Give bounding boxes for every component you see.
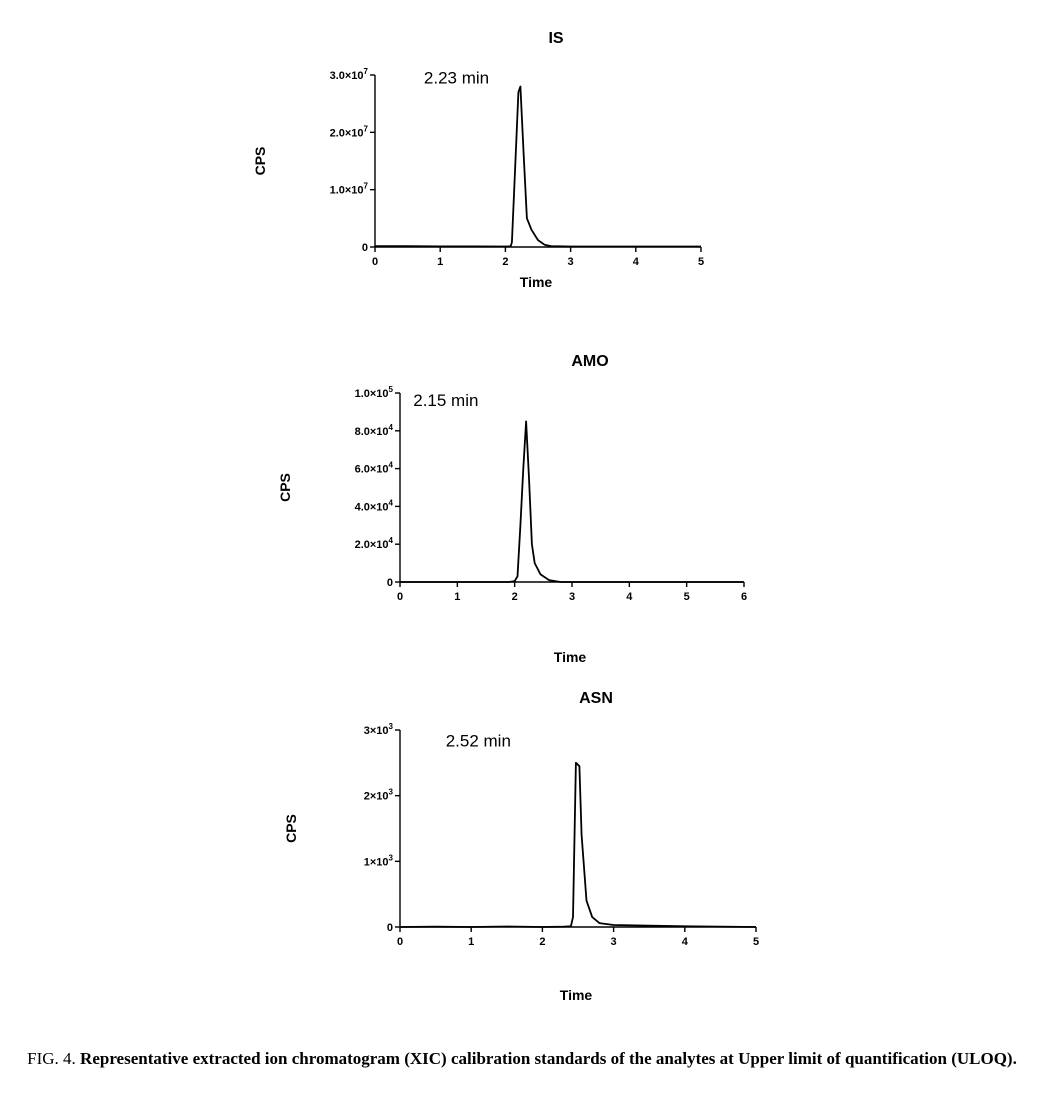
chart-2-x-tick-label: 3 xyxy=(611,936,617,948)
chart-2-y-tick-exponent: 3 xyxy=(389,853,394,862)
chart-1-y-tick-mantissa: 6.0×10 xyxy=(355,464,389,476)
chart-1-y-tick-mantissa: 0 xyxy=(387,577,393,589)
chart-2-y-tick-exponent: 3 xyxy=(389,722,394,731)
chart-1-x-tick-label: 6 xyxy=(741,591,747,603)
chart-0-x-tick-label: 2 xyxy=(502,256,508,268)
chart-2-y-tick-mantissa: 3×10 xyxy=(364,725,389,737)
chart-0-x-axis-label: Time xyxy=(520,274,553,290)
chart-0-x-tick-label: 1 xyxy=(437,256,443,268)
chart-1-y-tick-label: 0 xyxy=(387,577,393,589)
chart-1-y-tick-label: 6.0×104 xyxy=(355,461,394,476)
chart-2-x-tick-label: 1 xyxy=(468,936,474,948)
figure-caption-text: Representative extracted ion chromatogra… xyxy=(80,1049,1017,1068)
chart-2-y-tick-mantissa: 2×10 xyxy=(364,791,389,803)
chart-1-x-tick-label: 4 xyxy=(626,591,633,603)
chart-2-y-tick-label: 0 xyxy=(387,922,393,934)
chart-0-title: IS xyxy=(548,30,563,47)
chart-1-y-tick-label: 2.0×104 xyxy=(355,536,394,551)
chart-2-x-tick-label: 5 xyxy=(753,936,759,948)
chart-1-x-tick-label: 0 xyxy=(397,591,403,603)
chart-0-y-tick-label: 0 xyxy=(362,242,368,254)
chart-1-x-tick-label: 3 xyxy=(569,591,575,603)
chart-1-y-tick-exponent: 4 xyxy=(389,423,394,432)
chart-0-y-tick-mantissa: 3.0×10 xyxy=(330,70,364,82)
chart-1-y-tick-label: 1.0×105 xyxy=(355,385,394,400)
chart-1-y-tick-mantissa: 8.0×10 xyxy=(355,426,389,438)
chart-1-y-tick-label: 4.0×104 xyxy=(355,498,394,513)
chart-2-peak-annotation: 2.52 min xyxy=(446,731,511,750)
chart-1-y-axis-label: CPS xyxy=(277,473,293,502)
chart-1-series-line xyxy=(400,420,744,583)
chart-1-y-tick-exponent: 5 xyxy=(389,385,394,394)
chart-2-y-tick-mantissa: 0 xyxy=(387,922,393,934)
chart-2-y-tick-label: 3×103 xyxy=(364,722,394,737)
chart-1-y-tick-mantissa: 4.0×10 xyxy=(355,501,389,513)
chart-2-y-axis-label: CPS xyxy=(283,814,299,843)
chart-1-y-tick-exponent: 4 xyxy=(389,536,394,545)
chart-0-y-tick-exponent: 7 xyxy=(364,124,369,133)
chart-0-series-line xyxy=(375,85,701,248)
chart-1-y-tick-exponent: 4 xyxy=(389,498,394,507)
chart-1-x-tick-label: 1 xyxy=(454,591,460,603)
figure-caption: FIG. 4. Representative extracted ion chr… xyxy=(10,1044,1034,1073)
chart-2-x-tick-label: 0 xyxy=(397,936,403,948)
chart-0-y-tick-label: 2.0×107 xyxy=(330,124,369,139)
chart-2-x-tick-label: 2 xyxy=(539,936,545,948)
chart-0-x-tick-label: 3 xyxy=(568,256,574,268)
chart-0-y-tick-exponent: 7 xyxy=(364,182,369,191)
chart-1-y-tick-mantissa: 1.0×10 xyxy=(355,388,389,400)
chart-2-series-line xyxy=(399,761,757,928)
chart-1-y-tick-exponent: 4 xyxy=(389,461,394,470)
chart-1-x-tick-label: 2 xyxy=(512,591,518,603)
chart-0-x-tick-label: 0 xyxy=(372,256,378,268)
chart-1-x-axis-label: Time xyxy=(554,649,587,665)
chart-2-x-tick-label: 4 xyxy=(682,936,689,948)
chart-1-y-tick-mantissa: 2.0×10 xyxy=(355,539,389,551)
chart-1-y-tick-label: 8.0×104 xyxy=(355,423,394,438)
chart-2-y-tick-exponent: 3 xyxy=(389,788,394,797)
chart-2-title: ASN xyxy=(579,690,613,707)
chart-2-y-tick-label: 2×103 xyxy=(364,788,394,803)
chart-0-y-tick-label: 1.0×107 xyxy=(330,182,369,197)
chart-0-y-tick-mantissa: 1.0×10 xyxy=(330,185,364,197)
chart-0-y-tick-mantissa: 0 xyxy=(362,242,368,254)
chart-2-y-tick-label: 1×103 xyxy=(364,853,394,868)
chart-0-y-tick-exponent: 7 xyxy=(364,67,369,76)
chart-1-x-tick-label: 5 xyxy=(684,591,690,603)
chart-0-y-tick-label: 3.0×107 xyxy=(330,67,369,82)
chart-0-peak-annotation: 2.23 min xyxy=(424,69,489,88)
chart-1-peak-annotation: 2.15 min xyxy=(413,391,478,410)
chart-0-y-tick-mantissa: 2.0×10 xyxy=(330,127,364,139)
chart-0-x-tick-label: 5 xyxy=(698,256,704,268)
chart-2-x-axis-label: Time xyxy=(560,987,593,1003)
chart-0-x-tick-label: 4 xyxy=(633,256,640,268)
chart-2-y-tick-mantissa: 1×10 xyxy=(364,856,389,868)
chart-0-y-axis-label: CPS xyxy=(252,147,268,176)
chart-1-title: AMO xyxy=(571,353,608,370)
figure-label: FIG. 4. xyxy=(27,1049,76,1068)
